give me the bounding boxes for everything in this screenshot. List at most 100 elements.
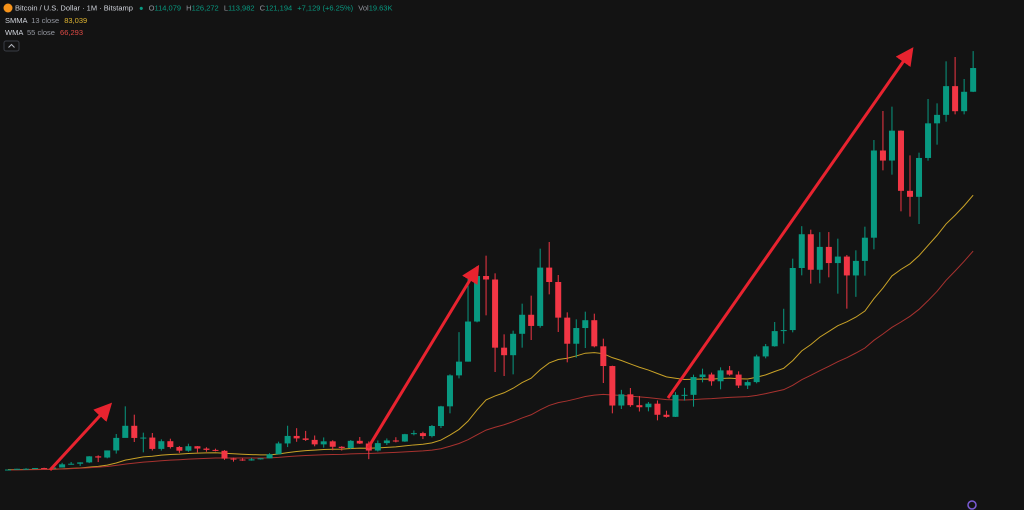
candle-body <box>221 450 228 459</box>
candle-body <box>437 406 444 426</box>
candle-body <box>726 370 733 375</box>
candle-body <box>266 454 273 459</box>
indicator-params: 13 close <box>31 16 59 25</box>
annotations <box>48 47 914 472</box>
indicator-name: WMA <box>5 28 23 37</box>
indicator-value: 83,039 <box>64 16 87 25</box>
header-line: Bitcoin / U.S. Dollar · 1M · Bitstamp ● … <box>15 3 392 12</box>
candle-body <box>23 468 30 470</box>
candle-body <box>591 320 598 347</box>
ohlc-label: H <box>186 3 191 12</box>
candle-body <box>68 463 75 465</box>
indicator-legend: WMA 55 close 66,293 <box>5 28 83 37</box>
candle-body <box>456 361 462 376</box>
candle-body <box>961 91 968 112</box>
candle-body <box>338 446 345 449</box>
candle-body <box>104 450 111 458</box>
candle-body <box>113 437 120 451</box>
candle-body <box>934 114 941 124</box>
ohlc-value: 126,272 <box>192 3 219 12</box>
candle-body <box>230 458 237 460</box>
candle-body <box>302 438 309 440</box>
candle-body <box>943 86 950 115</box>
candle-body <box>753 356 760 383</box>
candle-body <box>519 314 526 334</box>
candle-body <box>645 403 652 408</box>
dot: ● <box>139 3 144 12</box>
candle-body <box>41 468 48 470</box>
candle-body <box>600 346 607 367</box>
candle-body <box>131 425 138 438</box>
candle-body <box>32 468 39 470</box>
candle-body <box>699 374 706 378</box>
candle-body <box>95 456 102 458</box>
candle-body <box>744 382 751 386</box>
collapse-button[interactable] <box>3 40 20 52</box>
candle-body <box>419 433 426 437</box>
candle-body <box>528 314 535 326</box>
candle-body <box>861 237 868 261</box>
candle-body <box>555 282 562 318</box>
indicator-params: 55 close <box>27 28 55 37</box>
volume-value: 19.63K <box>369 3 393 12</box>
candle-body <box>185 446 192 451</box>
candle-body <box>789 268 796 331</box>
candle-body <box>257 458 264 460</box>
plot <box>5 51 977 471</box>
candle-body <box>5 469 11 471</box>
candle-body <box>320 441 327 445</box>
candle-body <box>798 234 805 268</box>
ohlc-value: 121,194 <box>265 3 292 12</box>
candle-body <box>825 246 832 264</box>
symbol-icon <box>3 3 13 13</box>
candle-body <box>383 440 390 444</box>
candle-body <box>474 276 481 322</box>
indicator-name: SMMA <box>5 16 27 25</box>
candle-body <box>356 440 363 444</box>
candle-body <box>582 320 589 329</box>
candle-body <box>690 377 697 395</box>
candle-body <box>907 190 913 197</box>
candle-body <box>140 437 147 439</box>
candle-body <box>311 439 318 445</box>
candle-body <box>293 435 300 439</box>
candle-body <box>843 256 850 276</box>
candle-body <box>212 449 219 451</box>
candle-body <box>537 267 544 326</box>
candle-body <box>708 374 715 382</box>
candle-body <box>14 468 21 470</box>
ohlc-value: 114,079 <box>155 3 182 12</box>
candle-body <box>762 346 769 357</box>
candle-body <box>374 443 381 451</box>
candle-body <box>627 394 634 406</box>
change: +7,129 (+6.25%) <box>297 3 353 12</box>
candle-body <box>86 456 93 463</box>
candle-body <box>807 234 814 270</box>
candle-body <box>158 441 165 449</box>
candle-body <box>654 403 661 415</box>
candle-body <box>401 434 408 442</box>
candle-body <box>248 459 255 461</box>
candle-body <box>510 333 517 356</box>
watermark-logo <box>967 500 977 510</box>
ohlc-value: 113,982 <box>228 3 255 12</box>
candle-body <box>446 375 453 407</box>
candle-body <box>176 447 183 451</box>
candle-body <box>465 321 472 362</box>
candle-body <box>870 150 877 238</box>
ohlc-label: L <box>224 3 228 12</box>
candle-body <box>284 435 291 444</box>
indicator-value: 66,293 <box>60 28 83 37</box>
candle-body <box>636 405 643 408</box>
candle-body <box>681 394 688 396</box>
candle-body <box>735 374 742 386</box>
candle-body <box>77 462 84 464</box>
candle-body <box>122 425 129 438</box>
ohlc-label: O <box>149 3 155 12</box>
candle-body <box>618 394 625 406</box>
symbol: Bitcoin / U.S. Dollar · 1M · Bitstamp <box>15 3 133 12</box>
arrow <box>48 402 113 472</box>
candle-body <box>492 279 499 348</box>
